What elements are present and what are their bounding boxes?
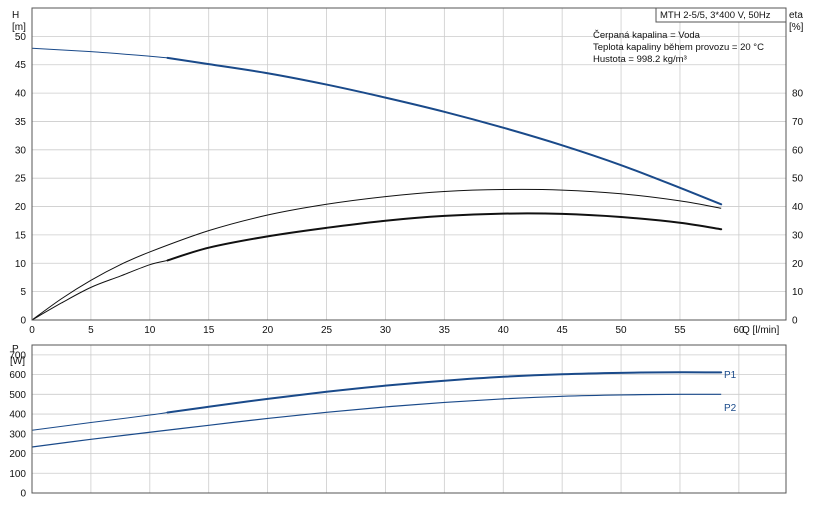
p-tick-label: 200 [9,449,26,460]
p-tick-label: 0 [20,489,26,500]
p-tick-label: 700 [9,350,26,361]
x-tick-label: 50 [616,325,628,336]
top-right-axis-unit: [%] [789,22,804,33]
head-curve-extrapolated [31,47,168,59]
note-temperature: Teplota kapaliny během provozu = 20 °C [593,42,764,53]
x-tick-label: 10 [144,325,156,336]
series-label-p1: P1 [724,370,737,381]
p-tick-label: 300 [9,429,26,440]
y-left-tick-label: 50 [15,32,27,43]
x-tick-label: 40 [498,325,510,336]
y-left-tick-label: 30 [15,145,27,156]
top-right-axis-label: eta [789,10,803,21]
y-right-tick-label: 50 [792,174,804,185]
x-tick-label: 55 [674,325,686,336]
bottom-axis-label: P [12,344,19,355]
y-left-tick-label: 40 [15,89,27,100]
top-left-axis-unit: [m] [12,22,26,33]
bottom-axis-unit: [W] [10,356,25,367]
y-left-tick-label: 5 [20,287,26,298]
y-right-tick-label: 40 [792,202,804,213]
x-axis-label: Q [l/min] [742,325,779,336]
y-right-tick-label: 30 [792,230,804,241]
x-tick-label: 45 [557,325,569,336]
bottom-plot-frame [31,344,787,494]
power-curve-p2 [31,393,722,448]
x-tick-label: 20 [262,325,274,336]
x-tick-label: 60 [733,325,745,336]
series-label-p2: P2 [724,403,737,414]
x-tick-label: 25 [321,325,333,336]
y-right-tick-label: 0 [792,316,798,327]
top-left-axis-label: H [12,10,19,21]
x-tick-label: 5 [88,325,94,336]
efficiency-curve-thin [31,188,722,321]
chart-tick-labels: 0 5 10 15 20 25 30 35 40 45 50 55 600510152025303540… [9,32,803,500]
y-left-tick-label: 0 [20,316,26,327]
y-left-tick-label: 15 [15,230,27,241]
p-tick-label: 500 [9,390,26,401]
note-density: Hustota = 998.2 kg/m³ [593,54,687,65]
p-tick-label: 600 [9,370,26,381]
top-plot-frame [31,7,787,321]
head-curve [166,56,723,206]
efficiency-curve-thick [166,212,723,262]
bottom-chart-grid [32,345,786,493]
y-left-tick-label: 25 [15,174,27,185]
y-left-tick-label: 20 [15,202,27,213]
chart-title: MTH 2-5/5, 3*400 V, 50Hz [660,10,771,21]
y-left-tick-label: 35 [15,117,27,128]
p-tick-label: 100 [9,469,26,480]
note-liquid: Čerpaná kapalina = Voda [593,30,701,41]
power-curve-p1-extrapolated [31,411,168,431]
x-tick-label: 15 [203,325,215,336]
chart-curves [31,47,723,448]
x-tick-label: 35 [439,325,451,336]
x-tick-label: 0 [29,325,35,336]
y-right-tick-label: 10 [792,287,804,298]
y-right-tick-label: 70 [792,117,804,128]
top-chart-grid [32,8,786,320]
power-curve-p1 [166,371,723,414]
p-tick-label: 400 [9,410,26,421]
x-tick-label: 30 [380,325,392,336]
efficiency-curve-thick-extrapolated [31,259,168,321]
y-right-tick-label: 60 [792,145,804,156]
y-left-tick-label: 45 [15,60,27,71]
y-right-tick-label: 20 [792,259,804,270]
y-right-tick-label: 80 [792,89,804,100]
y-left-tick-label: 10 [15,259,27,270]
title-box [655,7,787,23]
